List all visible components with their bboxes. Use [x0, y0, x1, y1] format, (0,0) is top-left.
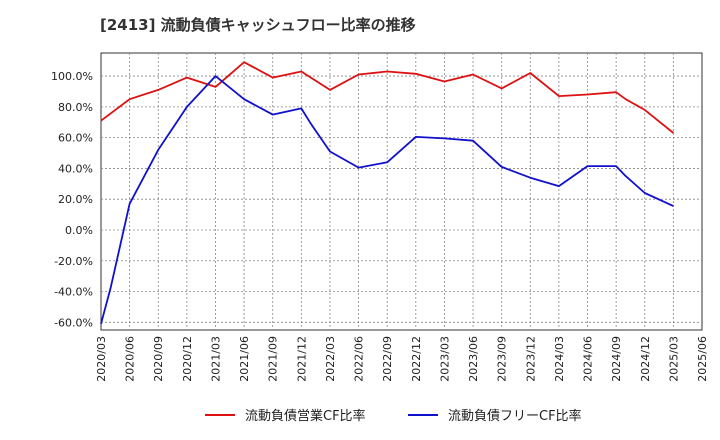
y-tick-label: 60.0% — [58, 132, 93, 145]
x-tick-label: 2022/09 — [381, 336, 394, 382]
x-tick-label: 2020/12 — [181, 336, 194, 382]
series-line-2 — [100, 75, 674, 325]
y-tick-label: 100.0% — [51, 70, 93, 83]
x-tick-label: 2021/09 — [267, 336, 280, 382]
x-tick-label: 2020/06 — [124, 336, 137, 382]
x-tick-label: 2021/12 — [295, 336, 308, 382]
y-tick-label: 80.0% — [58, 101, 93, 114]
x-tick-label: 2023/12 — [524, 336, 537, 382]
x-tick-label: 2023/09 — [496, 336, 509, 382]
x-tick-label: 2025/03 — [667, 336, 680, 382]
x-tick-label: 2024/06 — [582, 336, 595, 382]
x-tick-label: 2020/03 — [95, 336, 108, 382]
plot-area — [100, 52, 703, 331]
x-tick-label: 2022/12 — [410, 336, 423, 382]
x-tick-label: 2023/06 — [467, 336, 480, 382]
x-tick-label: 2021/06 — [238, 336, 251, 382]
y-axis: -60.0% -40.0% -20.0% 0.0% 20.0% 40.0% 60.0% 80.… — [51, 70, 93, 329]
series-group — [100, 61, 674, 325]
chart-title: [2413] 流動負債キャッシュフロー比率の推移 — [100, 16, 416, 34]
x-tick-label: 2020/09 — [152, 336, 165, 382]
y-tick-label: -40.0% — [54, 286, 93, 299]
y-tick-label: -60.0% — [54, 316, 93, 329]
y-tick-label: -20.0% — [54, 255, 93, 268]
y-tick-label: 40.0% — [58, 162, 93, 175]
x-tick-label: 2024/12 — [639, 336, 652, 382]
x-tick-label: 2024/09 — [610, 336, 623, 382]
x-tick-label: 2021/03 — [209, 336, 222, 382]
x-tick-label: 2023/03 — [438, 336, 451, 382]
x-tick-label: 2022/06 — [353, 336, 366, 382]
series-line-1 — [100, 61, 674, 134]
y-tick-label: 0.0% — [65, 224, 93, 237]
x-tick-label: 2022/03 — [324, 336, 337, 382]
x-axis: 2020/03 2020/06 2020/09 2020/12 2021/03 2021/… — [95, 336, 709, 382]
legend-label-1: 流動負債営業CF比率 — [245, 408, 366, 424]
grid — [101, 53, 702, 330]
legend: 流動負債営業CF比率 流動負債フリーCF比率 — [205, 408, 582, 424]
x-tick-label: 2025/06 — [696, 336, 709, 382]
y-tick-label: 20.0% — [58, 193, 93, 206]
legend-label-2: 流動負債フリーCF比率 — [448, 408, 582, 424]
x-tick-label: 2024/03 — [553, 336, 566, 382]
